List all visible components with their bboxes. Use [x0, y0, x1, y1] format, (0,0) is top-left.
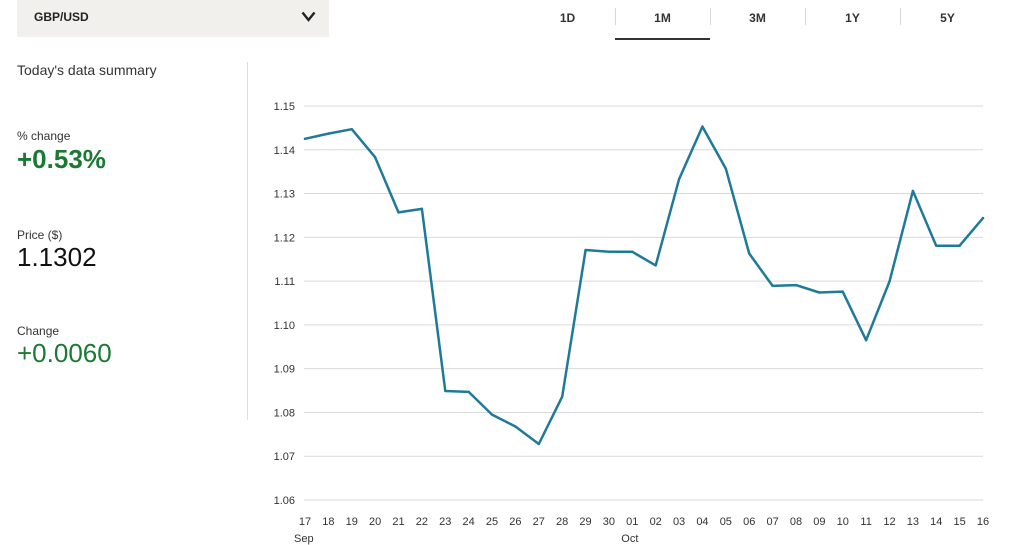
x-month-label: Oct — [621, 533, 638, 545]
x-tick-label: 06 — [743, 516, 755, 528]
x-tick-label: 29 — [579, 516, 591, 528]
summary-title: Today's data summary — [17, 62, 157, 78]
data-point — [724, 167, 728, 170]
x-tick-label: 28 — [556, 516, 568, 528]
data-point — [397, 211, 400, 214]
x-tick-label: 01 — [626, 516, 638, 528]
data-point — [888, 280, 891, 283]
currency-pair-label: GBP/USD — [34, 10, 89, 24]
price-label: Price ($) — [17, 228, 63, 242]
x-month-label: Sep — [294, 533, 314, 545]
x-tick-label: 27 — [533, 516, 545, 528]
data-point — [444, 389, 447, 393]
tab-5y[interactable]: 5Y — [940, 11, 955, 25]
time-range-tabs: 1D 1M 3M 1Y 5Y — [520, 0, 995, 40]
y-tick-label: 1.14 — [274, 145, 295, 157]
y-tick-label: 1.13 — [274, 189, 295, 201]
data-point — [631, 250, 634, 253]
x-tick-label: 08 — [790, 516, 802, 528]
data-point — [373, 156, 377, 159]
series-line — [303, 125, 985, 446]
data-point — [911, 189, 915, 193]
x-tick-label: 05 — [720, 516, 732, 528]
tab-1y[interactable]: 1Y — [845, 11, 860, 25]
data-point — [935, 244, 938, 247]
data-point — [537, 442, 540, 446]
data-point — [607, 250, 611, 253]
data-point — [303, 137, 307, 141]
x-tick-label: 11 — [860, 516, 871, 528]
y-tick-label: 1.07 — [274, 451, 295, 463]
x-tick-label: 16 — [977, 516, 989, 528]
data-point — [748, 252, 751, 255]
x-tick-label: 20 — [369, 516, 381, 528]
x-tick-label: 04 — [696, 516, 708, 528]
data-point — [467, 390, 470, 394]
data-point — [701, 125, 704, 128]
x-tick-label: 24 — [463, 516, 475, 528]
tab-divider — [900, 8, 901, 25]
y-tick-label: 1.15 — [274, 101, 295, 113]
data-point — [350, 128, 353, 131]
x-tick-label: 12 — [883, 516, 895, 528]
data-point — [864, 339, 868, 342]
data-point — [981, 216, 985, 220]
data-point — [771, 284, 774, 288]
y-tick-label: 1.11 — [274, 276, 295, 288]
currency-pair-selector[interactable]: GBP/USD — [17, 0, 329, 37]
tab-divider — [710, 8, 711, 25]
x-tick-label: 02 — [650, 516, 662, 528]
data-point — [841, 290, 844, 293]
y-tick-label: 1.10 — [274, 320, 295, 332]
y-tick-label: 1.12 — [274, 232, 295, 244]
x-tick-label: 30 — [603, 516, 615, 528]
pct-change-label: % change — [17, 129, 71, 143]
y-tick-label: 1.06 — [274, 495, 295, 507]
x-tick-label: 13 — [907, 516, 919, 528]
data-point — [560, 395, 564, 398]
x-tick-label: 03 — [673, 516, 685, 528]
x-tick-label: 09 — [813, 516, 825, 528]
data-point — [327, 132, 330, 135]
x-tick-label: 17 — [299, 516, 311, 528]
x-tick-label: 19 — [346, 516, 358, 528]
y-tick-label: 1.09 — [274, 364, 295, 376]
data-point — [654, 264, 657, 267]
data-point — [794, 283, 798, 287]
x-tick-label: 15 — [953, 516, 965, 528]
price-value: 1.1302 — [17, 242, 97, 272]
data-point — [958, 244, 961, 247]
tab-divider — [805, 8, 806, 25]
data-point — [420, 207, 424, 211]
x-tick-label: 07 — [766, 516, 778, 528]
data-point — [584, 248, 587, 252]
x-tick-label: 22 — [416, 516, 428, 528]
tab-1d[interactable]: 1D — [559, 11, 576, 25]
x-tick-label: 10 — [837, 516, 849, 528]
tab-divider — [615, 8, 616, 25]
change-value: +0.0060 — [17, 338, 112, 368]
x-tick-label: 21 — [392, 516, 404, 528]
tab-1m[interactable]: 1M — [615, 0, 710, 40]
x-tick-label: 23 — [439, 516, 451, 528]
summary-divider — [247, 62, 248, 420]
data-point — [514, 425, 517, 428]
data-point — [490, 413, 494, 416]
x-tick-label: 18 — [322, 516, 334, 528]
x-tick-label: 26 — [509, 516, 521, 528]
chevron-down-icon — [301, 11, 316, 22]
y-tick-label: 1.08 — [274, 407, 295, 419]
data-point — [818, 291, 821, 294]
tab-3m[interactable]: 3M — [749, 11, 766, 25]
change-label: Change — [17, 324, 60, 338]
x-tick-label: 14 — [930, 516, 942, 528]
x-tick-label: 25 — [486, 516, 498, 528]
pct-change-value: +0.53% — [17, 144, 106, 174]
data-point — [677, 177, 681, 181]
